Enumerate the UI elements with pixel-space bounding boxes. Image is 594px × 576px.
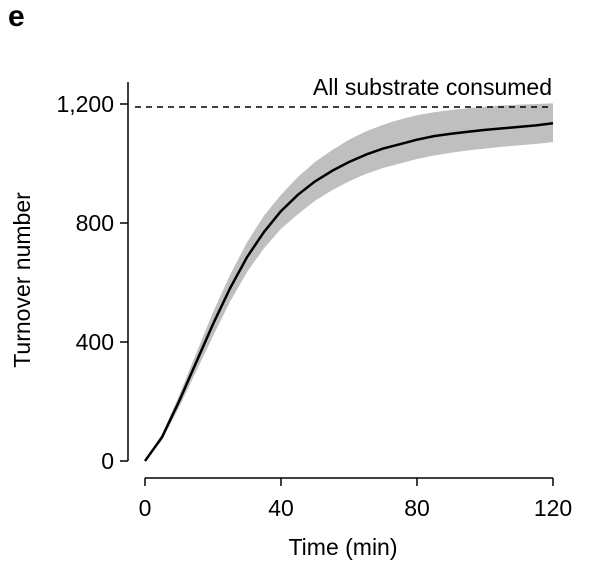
y-axis-title: Turnover number xyxy=(9,192,35,368)
mean-line-layer xyxy=(143,122,554,462)
x-tick-label: 40 xyxy=(268,495,294,521)
x-tick-label: 0 xyxy=(139,495,152,521)
x-tick-label: 80 xyxy=(404,495,430,521)
x-axis-title: Time (min) xyxy=(288,534,397,560)
y-tick-label: 400 xyxy=(76,329,114,355)
confidence-band xyxy=(145,103,553,462)
mean-turnover-line xyxy=(143,122,554,462)
axes-layer: 0 400 800 1,200 0 40 80 120 xyxy=(56,82,572,521)
all-substrate-consumed-label: All substrate consumed xyxy=(313,74,552,100)
confidence-band-layer xyxy=(145,103,553,462)
panel-label: e xyxy=(8,0,25,33)
y-tick-label: 1,200 xyxy=(56,91,114,117)
x-tick-label: 120 xyxy=(534,495,572,521)
y-tick-label: 0 xyxy=(101,448,114,474)
y-tick-label: 800 xyxy=(76,210,114,236)
